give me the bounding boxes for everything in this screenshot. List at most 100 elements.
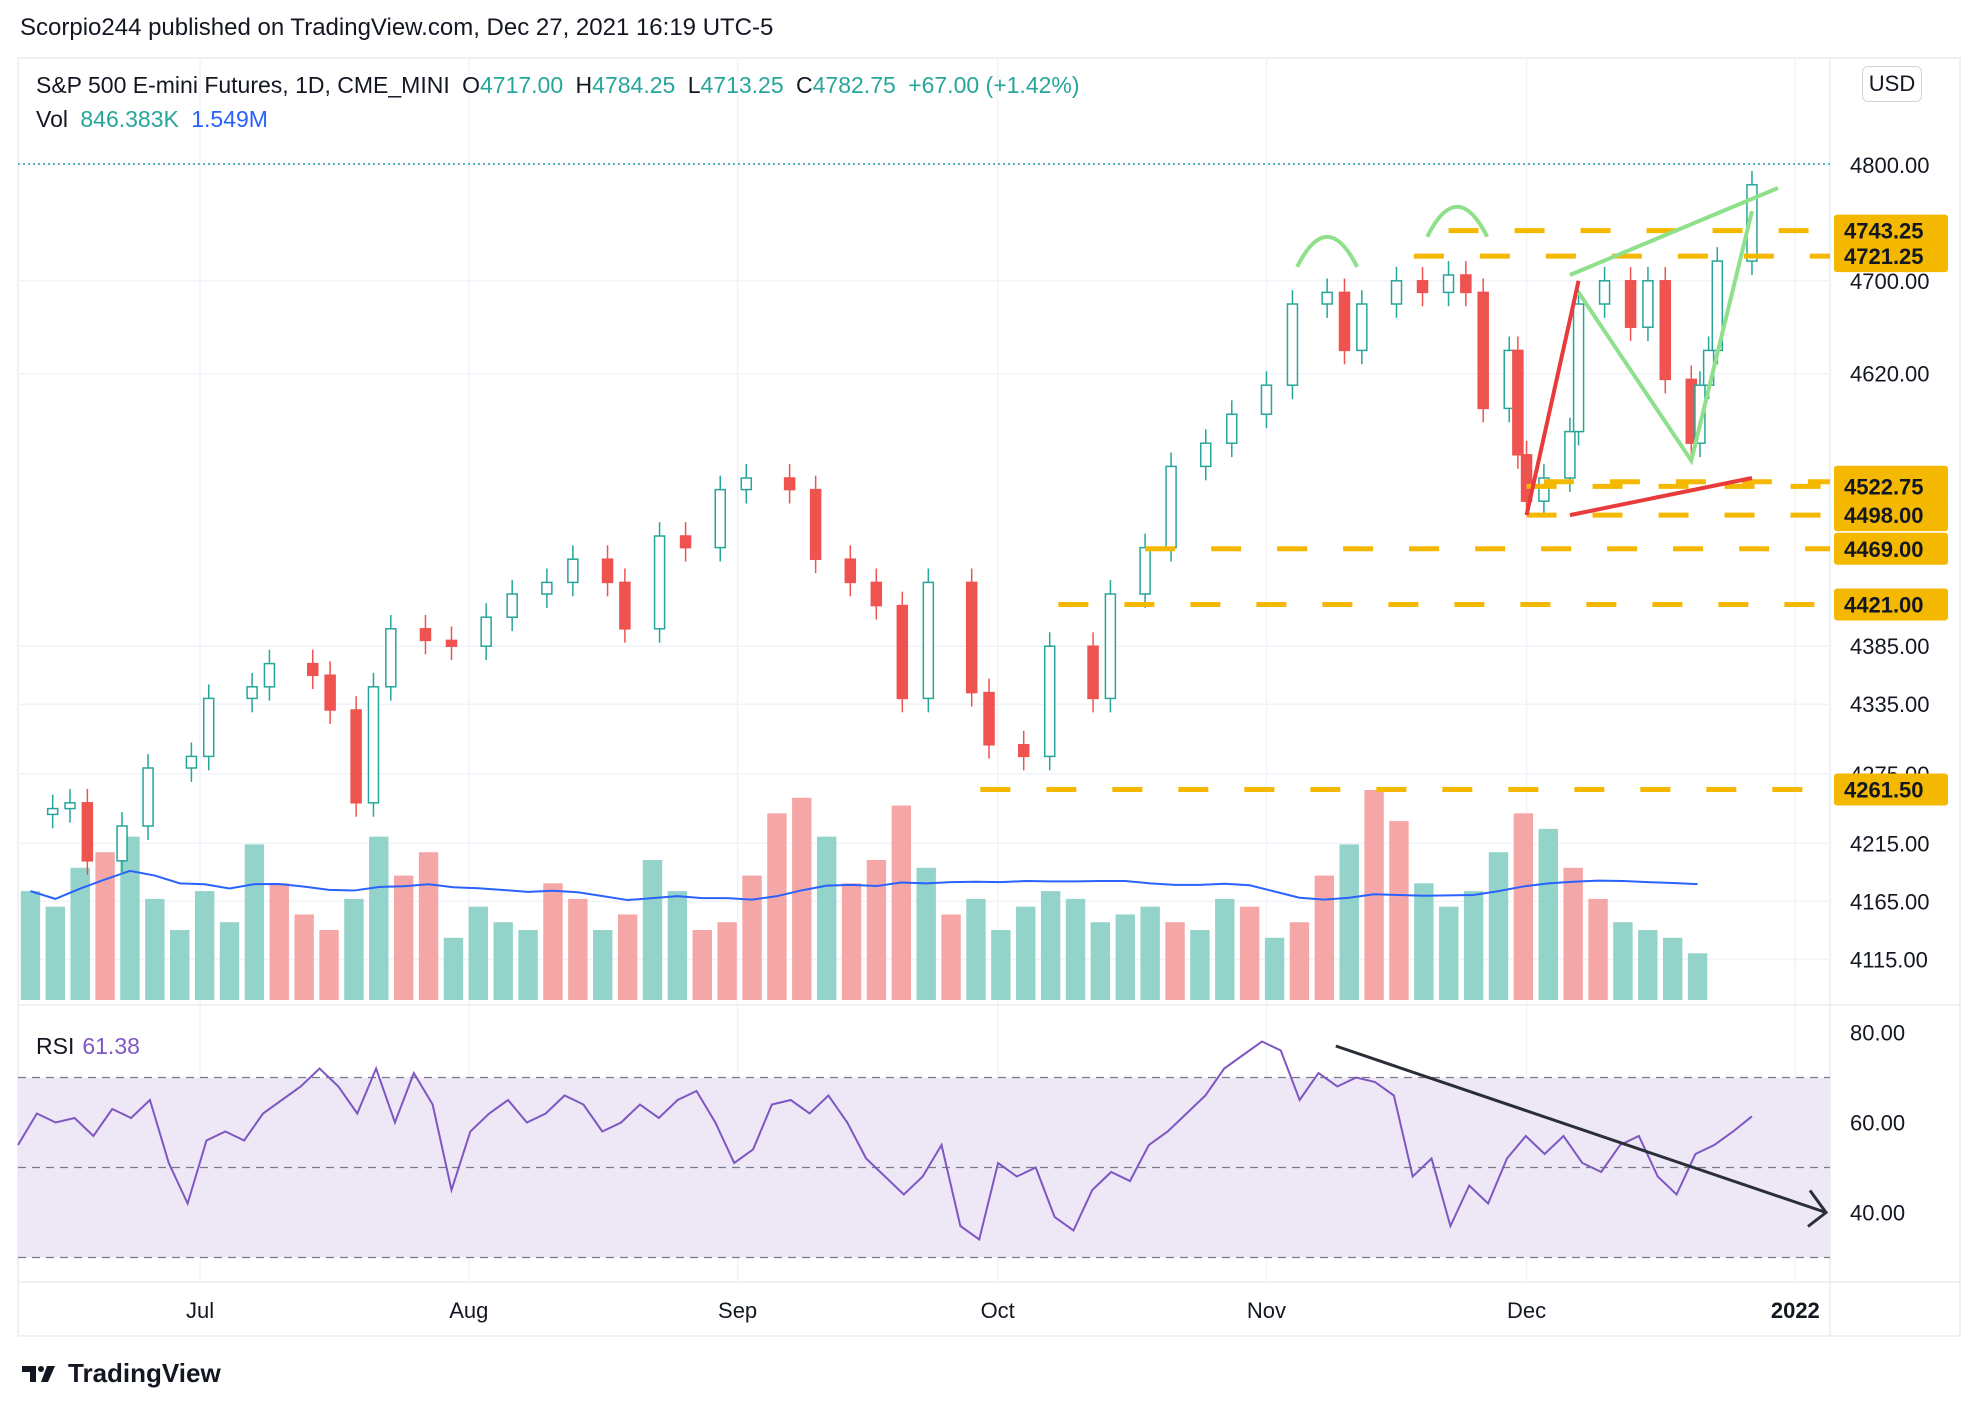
candle-body [567,558,579,584]
candle-body [445,639,458,647]
footer-brand: TradingView [68,1358,221,1388]
volume-bar [219,922,240,1000]
change-value: +67.00 (+1.42%) [908,72,1080,98]
volume-bar [941,914,961,1000]
candle-body [1564,430,1576,479]
volume-bar [70,867,90,1000]
volume-bar [1638,930,1658,1000]
candle-body [1321,291,1333,305]
volume-bar [1563,867,1583,1000]
vol-label: Vol [36,106,68,132]
symbol-label: S&P 500 E-mini Futures, 1D, CME_MINI [36,72,450,98]
close-value: 4782.75 [812,72,896,98]
candle-body [1139,546,1151,595]
volume-bar [1588,898,1608,1000]
price-tag [1834,499,1948,532]
volume-bar [1239,906,1260,1000]
x-tick-label: Oct [981,1298,1015,1323]
candle-body [1642,280,1654,328]
volume-bar [593,930,613,1000]
x-tick-label: Dec [1507,1298,1546,1323]
candle-body [202,697,215,758]
candle-body [116,825,128,862]
volume-bar [120,836,140,1000]
volume-bar [20,891,41,1000]
y-tick-label: 4620.00 [1850,362,1930,387]
volume-bar [816,836,837,1000]
candle-body [1226,413,1238,444]
price-tag-label: 4721.25 [1844,244,1924,269]
volume-bar [1140,906,1160,1000]
candle-body [142,767,154,827]
volume-bar [518,930,538,1000]
price-tag [1834,214,1948,247]
price-tag-label: 4743.25 [1844,219,1924,244]
candle-body [64,802,76,810]
volume-bar [792,797,812,1000]
open-label: O [462,72,480,98]
candle-body [506,593,518,618]
candle-body [185,755,198,769]
rsi-trendline-arrow-icon [1807,1189,1829,1228]
price-tag-label: 4421.00 [1844,592,1924,617]
volume-bar [45,906,66,1000]
volume-bar [543,883,563,1000]
candle-body [1200,442,1212,468]
volume-bar [1264,937,1285,1000]
candle-body [419,628,432,642]
volume-bar [443,937,464,1000]
candle-body [783,477,796,491]
rsi-label: RSI [36,1033,75,1059]
volume-bar [1613,922,1633,1000]
close-label: C [796,72,813,98]
candle-body [983,691,995,746]
x-tick-label: Aug [449,1298,488,1323]
price-tag-label: 4469.00 [1844,537,1924,562]
candle-body [1260,384,1273,415]
candle-body [1572,303,1585,433]
volume-bar [916,867,936,1000]
x-tick-label: Jul [186,1298,214,1323]
volume-bar [891,805,912,1000]
volume-bar [170,930,190,1000]
candle-body [1694,384,1706,444]
currency-button[interactable]: USD [1862,66,1922,102]
tradingview-logo-icon [22,1365,55,1382]
volume-bar [1115,914,1135,1000]
y-tick-label: 4800.00 [1850,153,1930,178]
pattern-arc [1425,204,1489,238]
volume-bar [369,836,389,1000]
volume-bar [742,875,762,1000]
candle-body [1460,274,1472,294]
volume-bar [642,860,663,1000]
candle-body [1390,280,1403,305]
candle-body [1477,291,1489,410]
published-header: Scorpio244 published on TradingView.com,… [20,14,774,41]
candle-body [385,628,397,688]
volume-bar [493,922,513,1000]
chart-frame [17,57,1961,1337]
candle-body [367,686,380,804]
volume-bar [1190,930,1210,1000]
volume-bar [319,930,339,1000]
candle-body [1416,280,1429,294]
volume-bar [1090,922,1111,1000]
volume-ma-line [30,869,1698,902]
candle-body [1512,349,1524,456]
volume-bar [1488,852,1509,1000]
candle-body [1356,303,1368,352]
volume-bar [1439,906,1459,1000]
price-tag [1834,240,1948,273]
x-tick-label: Nov [1247,1298,1286,1323]
y-tick-label: 4115.00 [1850,947,1928,972]
x-tick-label: Sep [718,1298,757,1323]
rsi-y-tick-label: 40.00 [1850,1201,1905,1226]
candle-body [1043,645,1056,758]
candle-body [1286,303,1299,386]
y-tick-label: 4335.00 [1850,692,1930,717]
volume-bar [244,844,265,1000]
pattern-arc [1295,235,1359,268]
candle-body [1624,280,1637,328]
